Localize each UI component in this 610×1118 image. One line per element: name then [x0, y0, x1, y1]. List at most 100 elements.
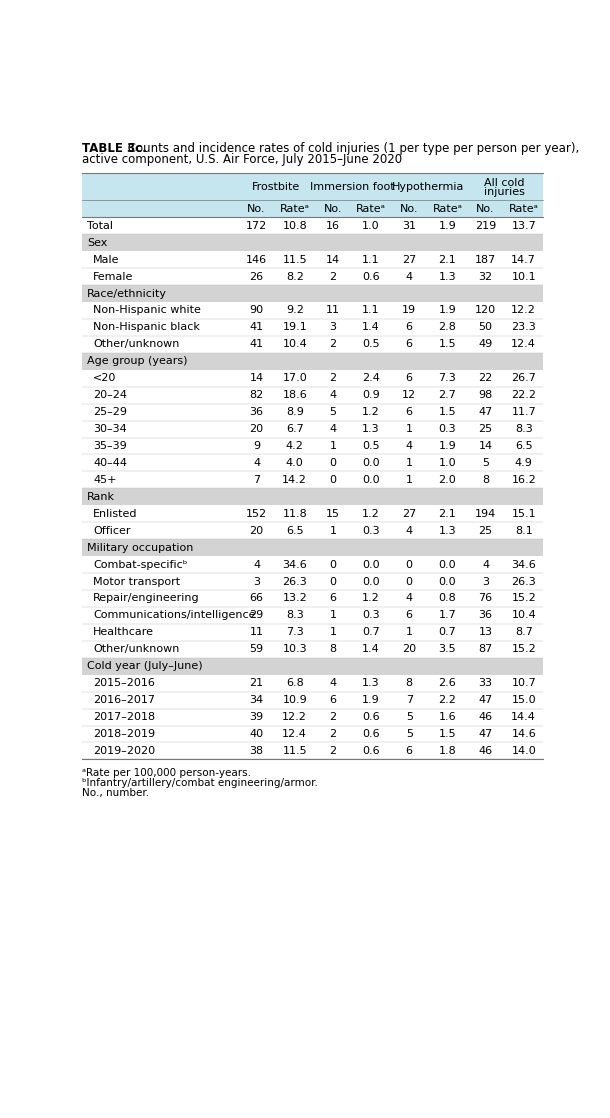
Text: Age group (years): Age group (years) — [87, 357, 188, 367]
Text: 1: 1 — [406, 627, 413, 637]
Text: 5: 5 — [406, 712, 413, 722]
Text: 20: 20 — [249, 424, 264, 434]
Text: 76: 76 — [478, 594, 493, 604]
Text: 26.3: 26.3 — [511, 577, 536, 587]
Text: Rateᵃ: Rateᵃ — [432, 203, 462, 214]
Bar — [82, 709, 543, 726]
Bar — [82, 607, 543, 624]
Text: 35–39: 35–39 — [93, 440, 127, 451]
Bar — [82, 252, 543, 268]
Text: No.: No. — [476, 203, 495, 214]
Text: 4.9: 4.9 — [515, 458, 533, 468]
Text: 1: 1 — [329, 627, 336, 637]
Text: Rateᵃ: Rateᵃ — [509, 203, 539, 214]
Text: 2.1: 2.1 — [439, 509, 456, 519]
Text: 32: 32 — [478, 272, 493, 282]
Text: 0.0: 0.0 — [439, 577, 456, 587]
Text: 14: 14 — [249, 373, 264, 383]
Text: 10.7: 10.7 — [511, 679, 536, 689]
Text: 11.8: 11.8 — [282, 509, 307, 519]
Text: 0.6: 0.6 — [362, 712, 380, 722]
Text: 38: 38 — [249, 746, 264, 756]
Bar — [82, 674, 543, 692]
Text: 3: 3 — [482, 577, 489, 587]
Text: 1: 1 — [406, 424, 413, 434]
Text: 8.1: 8.1 — [515, 525, 533, 536]
Text: 4: 4 — [406, 272, 413, 282]
Text: 7.3: 7.3 — [439, 373, 456, 383]
Bar — [82, 590, 543, 607]
Text: 5: 5 — [406, 729, 413, 739]
Text: 194: 194 — [475, 509, 496, 519]
Text: 1.5: 1.5 — [439, 729, 456, 739]
Text: Male: Male — [93, 255, 120, 265]
Text: 5: 5 — [482, 458, 489, 468]
Text: 14.2: 14.2 — [282, 475, 307, 485]
Text: All cold: All cold — [484, 178, 525, 188]
Text: 34.6: 34.6 — [282, 560, 307, 569]
Text: 0.6: 0.6 — [362, 746, 380, 756]
Text: 16.2: 16.2 — [511, 475, 536, 485]
Text: 14: 14 — [478, 440, 493, 451]
Text: 7: 7 — [406, 695, 413, 705]
Text: 0.0: 0.0 — [362, 475, 380, 485]
Text: 50: 50 — [479, 322, 492, 332]
Text: 25: 25 — [478, 525, 493, 536]
Text: No.: No. — [400, 203, 418, 214]
Text: 34.6: 34.6 — [511, 560, 536, 569]
Text: 2018–2019: 2018–2019 — [93, 729, 156, 739]
Text: 2019–2020: 2019–2020 — [93, 746, 156, 756]
Text: 26.3: 26.3 — [282, 577, 307, 587]
Text: 0.3: 0.3 — [362, 610, 380, 620]
Text: 13.2: 13.2 — [282, 594, 307, 604]
Bar — [82, 472, 543, 489]
Text: 2: 2 — [329, 340, 337, 349]
Text: Non-Hispanic black: Non-Hispanic black — [93, 322, 200, 332]
Text: 0.6: 0.6 — [362, 272, 380, 282]
Text: 40: 40 — [249, 729, 264, 739]
Text: 1.7: 1.7 — [439, 610, 456, 620]
Text: 19.1: 19.1 — [282, 322, 307, 332]
Text: 15.2: 15.2 — [511, 644, 536, 654]
Bar — [82, 404, 543, 420]
Bar — [82, 217, 543, 235]
Text: 6: 6 — [406, 340, 413, 349]
Bar — [82, 268, 543, 285]
Text: 36: 36 — [249, 407, 264, 417]
Text: 25: 25 — [478, 424, 493, 434]
Text: 16: 16 — [326, 220, 340, 230]
Text: 0.7: 0.7 — [362, 627, 380, 637]
Text: 8.7: 8.7 — [515, 627, 533, 637]
Text: 31: 31 — [402, 220, 416, 230]
Text: 4: 4 — [329, 679, 337, 689]
Text: 6: 6 — [329, 695, 336, 705]
Text: 15.1: 15.1 — [511, 509, 536, 519]
Text: 1.3: 1.3 — [362, 679, 380, 689]
Text: 7: 7 — [253, 475, 260, 485]
Bar — [82, 437, 543, 455]
Text: 0.0: 0.0 — [362, 577, 380, 587]
Text: 4: 4 — [253, 458, 260, 468]
Text: 4.2: 4.2 — [285, 440, 304, 451]
Text: Healthcare: Healthcare — [93, 627, 154, 637]
Text: Officer: Officer — [93, 525, 131, 536]
Text: 187: 187 — [475, 255, 496, 265]
Bar — [82, 505, 543, 522]
Text: 2.7: 2.7 — [439, 390, 456, 400]
Text: 0.0: 0.0 — [362, 560, 380, 569]
Text: 1.2: 1.2 — [362, 407, 380, 417]
Bar — [82, 302, 543, 319]
Text: 87: 87 — [478, 644, 493, 654]
Text: 12.2: 12.2 — [511, 305, 536, 315]
Bar — [82, 489, 543, 505]
Text: 3: 3 — [329, 322, 336, 332]
Text: 2: 2 — [329, 712, 337, 722]
Text: 12.4: 12.4 — [511, 340, 536, 349]
Text: 30–34: 30–34 — [93, 424, 127, 434]
Text: 3: 3 — [253, 577, 260, 587]
Text: 8: 8 — [482, 475, 489, 485]
Text: 2.6: 2.6 — [439, 679, 456, 689]
Bar — [82, 574, 543, 590]
Bar — [82, 539, 543, 556]
Text: 46: 46 — [478, 712, 493, 722]
